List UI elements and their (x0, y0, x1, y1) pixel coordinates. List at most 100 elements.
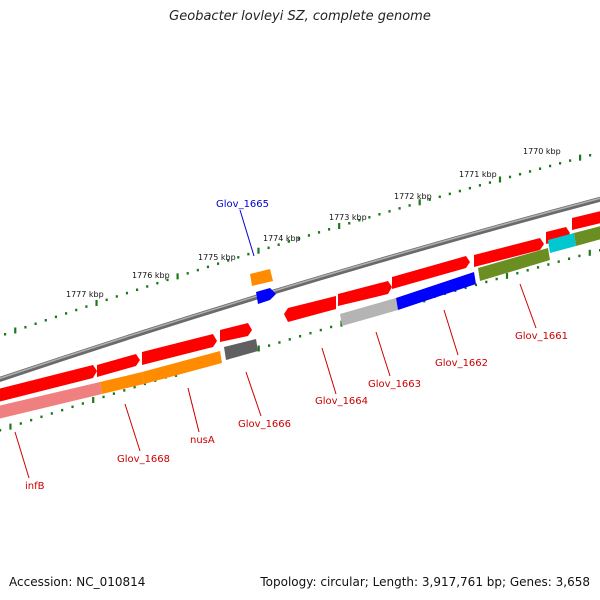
scale-tick (319, 328, 322, 332)
gene-Glov_1661[interactable] (478, 248, 550, 281)
gene-label-infB[interactable]: infB (25, 481, 45, 492)
outer-scale-ticks (4, 154, 592, 336)
scale-label-1774: 1774 kbp (263, 234, 301, 243)
scale-tick (468, 186, 471, 190)
scale-tick (0, 429, 2, 432)
scale-tick (297, 237, 300, 240)
scale-tick (428, 198, 431, 201)
scale-tick (277, 243, 280, 246)
scale-tick (588, 249, 591, 256)
label-leader-blue (239, 209, 255, 257)
gene-label-Glov_1661[interactable]: Glov_1661 (515, 331, 568, 342)
scale-tick (557, 260, 560, 263)
scale-tick (135, 288, 139, 292)
gene-Glov_1666[interactable] (224, 339, 258, 360)
scale-tick (368, 216, 371, 219)
scale-tick (95, 299, 98, 306)
scale-tick (85, 305, 88, 308)
scale-tick (206, 265, 210, 269)
scale-tick (112, 392, 115, 395)
cds-arrow[interactable] (284, 296, 336, 322)
accession-text: Accession: NC_010814 (9, 575, 146, 589)
gene-label-Glov_1668[interactable]: Glov_1668 (117, 454, 170, 465)
cds-arrow[interactable] (97, 354, 140, 377)
scale-tick (267, 344, 271, 347)
cds-arrow[interactable] (392, 256, 470, 289)
gene-nusA[interactable] (142, 351, 222, 384)
gene-infB[interactable] (0, 382, 102, 419)
genome-backbone-highlight (0, 197, 600, 380)
scale-tick (558, 162, 562, 165)
scale-tick (166, 278, 169, 282)
scale-tick (146, 285, 149, 288)
genome-backbone (0, 196, 600, 382)
scale-tick (307, 234, 311, 237)
scale-tick (508, 175, 512, 179)
scale-tick (578, 154, 582, 161)
cds-arrow[interactable] (474, 238, 544, 267)
scale-tick (458, 189, 461, 193)
scale-tick (176, 273, 179, 280)
gene-label-Glov_1664[interactable]: Glov_1664 (315, 396, 368, 407)
cds-arrow[interactable] (0, 365, 97, 402)
scale-tick (474, 283, 478, 287)
map-title: Geobacter lovleyi SZ, complete genome (169, 9, 431, 24)
scale-tick (257, 247, 260, 254)
forward-strand (0, 210, 600, 402)
scale-tick (578, 254, 581, 258)
gene-label-Glov_1663[interactable]: Glov_1663 (368, 379, 421, 390)
gene-cyan[interactable] (548, 233, 576, 253)
scale-tick (34, 322, 37, 326)
gene-Glov_1662[interactable] (396, 272, 476, 310)
scale-tick (143, 382, 147, 386)
scale-tick (123, 389, 126, 392)
scale-label-1777: 1777 kbp (66, 290, 104, 299)
gene-Glov_1663[interactable] (340, 298, 398, 326)
scale-tick (438, 195, 441, 198)
scale-tick (378, 213, 381, 216)
scale-tick (464, 286, 467, 290)
cds-arrow[interactable] (220, 323, 252, 342)
scale-label-1773: 1773 kbp (329, 213, 367, 222)
scale-tick (278, 341, 281, 344)
gene-label-nusA[interactable]: nusA (190, 435, 215, 446)
scale-tick (247, 252, 250, 256)
scale-tick (478, 184, 482, 187)
cds-arrow[interactable] (338, 281, 392, 306)
feature-blue-arrow[interactable] (256, 288, 276, 304)
scale-tick (267, 246, 270, 250)
gene-label-Glov_1665[interactable]: Glov_1665 (216, 199, 269, 210)
scale-tick (19, 422, 22, 425)
scale-tick (528, 170, 532, 173)
scale-tick (257, 345, 260, 352)
scale-tick (92, 396, 95, 403)
scale-tick (24, 325, 27, 329)
scale-tick (30, 418, 33, 422)
scale-tick (358, 219, 361, 222)
inner-scale-ticks (0, 249, 600, 432)
cds-arrow[interactable] (142, 334, 217, 365)
scale-tick (186, 272, 189, 275)
scale-tick (536, 266, 540, 269)
scale-label-1772: 1772 kbp (394, 192, 432, 201)
scale-labels: 1770 kbp 1771 kbp 1772 kbp 1773 kbp 1774 kbp… (66, 147, 561, 299)
scale-tick (102, 395, 105, 399)
gene-Glov_1665[interactable] (250, 269, 273, 286)
label-leaders (14, 283, 537, 479)
gene-label-Glov_1666[interactable]: Glov_1666 (238, 419, 291, 430)
scale-tick (61, 408, 64, 412)
scale-tick (287, 240, 290, 243)
scale-tick (216, 262, 220, 265)
scale-tick (538, 167, 542, 170)
scale-label-1771: 1771 kbp (459, 170, 497, 179)
scale-tick (547, 263, 550, 266)
scale-tick (125, 291, 129, 295)
scale-tick (388, 210, 391, 213)
gene-label-Glov_1662[interactable]: Glov_1662 (435, 358, 488, 369)
gene-Glov_1668[interactable] (100, 372, 144, 394)
cds-arrow[interactable] (572, 210, 600, 230)
scale-tick (516, 271, 519, 275)
scale-tick (227, 259, 230, 262)
gene-olive-end[interactable] (574, 225, 600, 246)
